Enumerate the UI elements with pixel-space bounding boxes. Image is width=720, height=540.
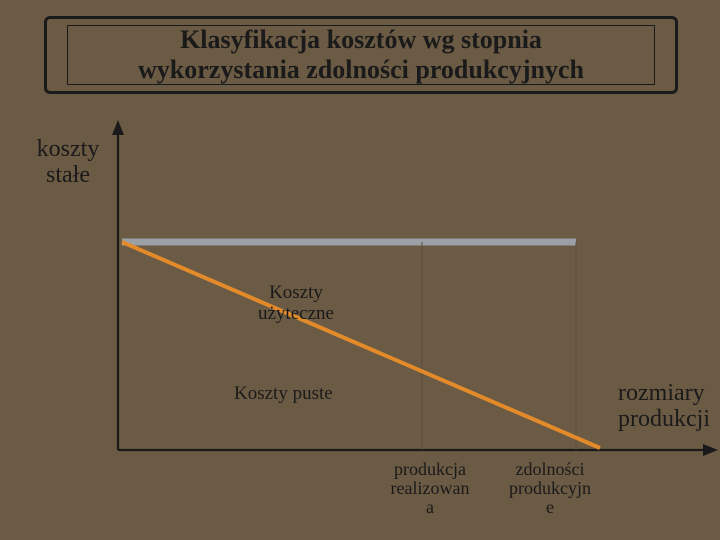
tick-label-realizowana: produkcjarealizowana	[370, 460, 490, 517]
annotation-uzyteczne: Kosztyużyteczne	[258, 283, 334, 325]
slide: Klasyfikacja kosztów wg stopnia wykorzys…	[0, 0, 720, 540]
tick-label-realizowana-text: produkcjarealizowana	[391, 459, 470, 517]
annotation-uzyteczne-text: Kosztyużyteczne	[258, 282, 334, 324]
y-axis-arrow	[112, 120, 124, 135]
tick-label-zdolnosci-text: zdolnościprodukcyjne	[509, 459, 591, 517]
diagonal-cost-line	[122, 242, 600, 448]
x-axis-arrow	[703, 444, 718, 456]
chart-svg	[0, 0, 720, 540]
annotation-puste: Koszty puste	[234, 384, 333, 405]
tick-label-zdolnosci: zdolnościprodukcyjne	[490, 460, 610, 517]
annotation-puste-text: Koszty puste	[234, 383, 333, 404]
